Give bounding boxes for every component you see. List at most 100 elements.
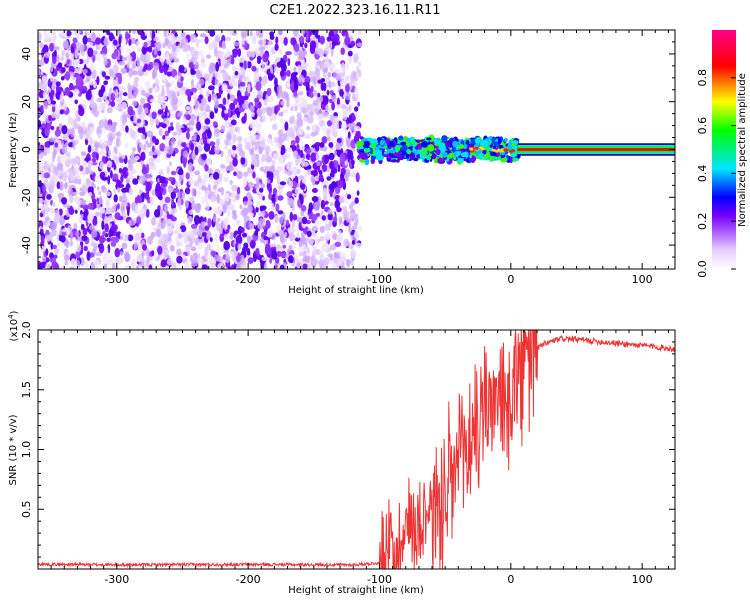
heatmap-cell	[338, 216, 343, 225]
heatmap-cell	[157, 109, 163, 115]
heatmap-cell	[240, 156, 246, 165]
heatmap-cell	[178, 64, 185, 74]
heatmap-cell	[104, 223, 109, 233]
heatmap-cell	[279, 70, 285, 77]
heatmap-cell	[275, 203, 280, 213]
heatmap-cell	[101, 220, 105, 231]
heatmap-cell	[242, 95, 249, 101]
heatmap-cell	[226, 229, 230, 234]
heatmap-cell	[96, 52, 101, 62]
heatmap-cell	[292, 214, 298, 221]
heatmap-cell	[317, 196, 321, 203]
heatmap-cell	[60, 76, 65, 81]
heatmap-cell	[451, 147, 457, 153]
heatmap-cell	[269, 64, 273, 74]
heatmap-cell	[51, 83, 56, 91]
heatmap-cell	[237, 126, 241, 135]
heatmap-cell	[127, 105, 134, 116]
heatmap-cell	[42, 44, 49, 55]
heatmap-cell	[298, 220, 303, 231]
heatmap-cell	[315, 47, 320, 55]
heatmap-cell	[83, 245, 88, 252]
heatmap-cell	[96, 97, 103, 103]
heatmap-cell	[107, 215, 114, 223]
heatmap-cell	[296, 112, 302, 121]
heatmap-cell	[79, 165, 84, 172]
heatmap-cell	[49, 257, 57, 263]
heatmap-cell	[202, 125, 210, 130]
heatmap-cell	[204, 247, 208, 257]
heatmap-cell	[325, 104, 330, 112]
heatmap-cell	[279, 48, 283, 55]
heatmap-cell	[112, 155, 120, 161]
heatmap-cell	[191, 151, 196, 159]
heatmap-cell	[277, 184, 284, 190]
heatmap-cell	[125, 125, 129, 133]
heatmap-cell	[97, 105, 103, 112]
heatmap-cell	[266, 107, 273, 116]
heatmap-cell	[44, 127, 48, 137]
heatmap-cell	[220, 258, 224, 267]
heatmap-cell	[120, 37, 127, 45]
heatmap-cell	[185, 114, 192, 121]
heatmap-cell	[106, 30, 111, 36]
heatmap-cell	[303, 133, 311, 140]
heatmap-cell	[265, 150, 270, 158]
heatmap-cell	[94, 174, 101, 183]
heatmap-cell	[146, 208, 150, 218]
heatmap-cell	[448, 152, 455, 158]
heatmap-cell	[72, 140, 76, 150]
heatmap-cell	[248, 221, 253, 230]
heatmap-cell	[319, 35, 325, 45]
heatmap-cell	[151, 135, 157, 143]
heatmap-cell	[146, 130, 154, 138]
heatmap-cell	[310, 255, 315, 261]
heatmap-cell	[85, 177, 91, 187]
heatmap-cell	[342, 210, 350, 217]
heatmap-cell	[151, 250, 155, 257]
heatmap-cell	[177, 112, 182, 118]
heatmap-cell	[50, 230, 57, 237]
heatmap-cell	[426, 156, 431, 161]
heatmap-cell	[158, 168, 164, 176]
heatmap-cell	[346, 259, 351, 265]
heatmap-cell	[230, 119, 237, 126]
heatmap-cell	[130, 168, 137, 175]
heatmap-cell	[445, 141, 451, 148]
heatmap-cell	[289, 211, 294, 222]
heatmap-cell	[113, 187, 117, 195]
heatmap-cell	[94, 142, 101, 149]
heatmap-cell	[328, 30, 334, 37]
heatmap-cell	[85, 90, 92, 101]
heatmap-cell	[256, 55, 262, 61]
heatmap-cell	[236, 96, 241, 103]
heatmap-cell	[312, 169, 318, 178]
heatmap-cell	[269, 165, 276, 173]
heatmap-cell	[249, 238, 256, 249]
heatmap-cell	[92, 54, 96, 63]
heatmap-cell	[321, 164, 328, 173]
heatmap-cell	[182, 150, 189, 158]
heatmap-cell	[221, 84, 228, 92]
heatmap-cell	[124, 234, 129, 242]
heatmap-cell	[319, 253, 325, 261]
heatmap-cell	[341, 205, 348, 211]
heatmap-cell	[226, 89, 231, 94]
heatmap-cell	[209, 174, 214, 183]
heatmap-cell	[151, 145, 155, 153]
heatmap-cell	[222, 204, 227, 214]
heatmap-cell	[318, 169, 323, 176]
heatmap-cell	[92, 80, 97, 89]
heatmap-cell	[76, 32, 80, 41]
heatmap-cell	[80, 223, 85, 230]
heatmap-cell	[211, 40, 218, 47]
heatmap-cell	[500, 148, 505, 152]
heatmap-cell	[43, 88, 47, 93]
heatmap-cell	[67, 151, 71, 161]
heatmap-cell	[327, 212, 333, 221]
heatmap-cell	[276, 104, 281, 112]
heatmap-cell	[76, 66, 83, 74]
heatmap-cell	[268, 211, 275, 220]
heatmap-cell	[49, 77, 55, 82]
heatmap-cell	[44, 201, 48, 205]
